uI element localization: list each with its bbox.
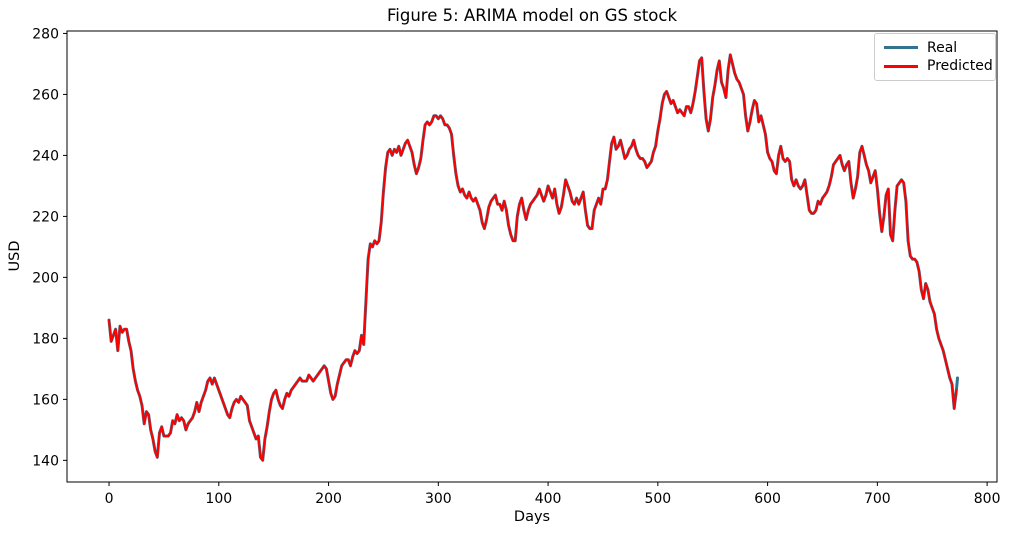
predicted-line-sample-icon [884,64,918,68]
y-tick-label: 200 [32,270,59,286]
chart-title: Figure 5: ARIMA model on GS stock [386,6,678,25]
y-tick-label: 180 [32,331,59,347]
x-tick-label: 100 [205,491,232,507]
predicted-line [107,53,958,462]
x-tick-label: 600 [754,491,781,507]
legend: Real Predicted [874,33,996,81]
x-tick-label: 700 [864,491,891,507]
x-tick-label: 800 [974,491,1001,507]
axes-frame [66,30,998,483]
y-tick-label: 260 [32,87,59,103]
y-tick-label: 240 [32,148,59,164]
y-axis-label: USD [7,240,23,272]
x-tick-label: 300 [425,491,452,507]
x-tick-label: 500 [644,491,671,507]
real-line-sample-icon [884,46,918,50]
y-tick-label: 220 [32,209,59,225]
legend-item-real: Real [875,41,995,55]
x-tick-label: 200 [315,491,342,507]
legend-label-real: Real [927,39,958,56]
x-tick-label: 0 [105,491,114,507]
y-tick-label: 160 [32,392,59,408]
y-tick-label: 140 [32,453,59,469]
legend-item-predicted: Predicted [875,59,995,73]
x-tick-label: 400 [535,491,562,507]
x-axis-label: Days [513,509,551,525]
y-tick-label: 280 [32,26,59,42]
legend-label-predicted: Predicted [927,58,993,75]
